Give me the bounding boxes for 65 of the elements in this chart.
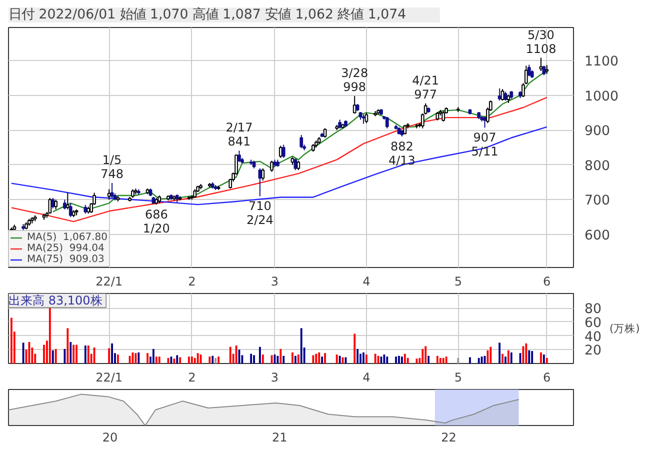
annotation: 882 4/13 xyxy=(388,139,416,168)
annotation: 907 5/11 xyxy=(471,130,498,159)
candlestick xyxy=(403,124,407,135)
y-tick-label: 40 xyxy=(584,330,602,345)
candlestick xyxy=(63,199,66,210)
candlestick xyxy=(527,64,531,77)
x-tick-label: 22/1 xyxy=(96,274,123,288)
candlestick xyxy=(261,168,265,182)
candlestick xyxy=(442,110,446,122)
x-tick-label: 4 xyxy=(362,370,370,384)
x-tick-label: 6 xyxy=(543,370,551,384)
candlestick xyxy=(364,112,368,124)
candlestick xyxy=(110,182,114,198)
annotation: 710 2/24 xyxy=(246,199,274,228)
chart-title: 日付 2022/06/01 始値 1,070 高値 1,087 安値 1,062 終値 1,074 xyxy=(8,6,406,22)
candlestick xyxy=(483,116,486,128)
chart-title: 出来高 83,100株 xyxy=(8,294,102,308)
candlestick xyxy=(278,145,282,158)
candlestick xyxy=(352,96,356,114)
candlestick xyxy=(66,192,70,210)
annotation: 1/5 748 xyxy=(100,152,124,181)
annotation: 2/17 841 xyxy=(226,120,253,149)
y-tick-label: 1000 xyxy=(584,89,618,104)
x-tick-label: 21 xyxy=(272,430,288,444)
candlestick xyxy=(323,128,327,138)
x-tick-label: 4 xyxy=(362,274,370,288)
legend-label: MA(25) 994.04 xyxy=(27,243,104,254)
y-tick-label: 600 xyxy=(584,228,610,244)
x-tick-label: 3 xyxy=(270,274,279,288)
y-axis-title: (万株) xyxy=(609,322,640,335)
x-tick-label: 3 xyxy=(270,370,279,384)
x-tick-label: 5 xyxy=(454,274,462,288)
candlestick xyxy=(296,160,300,171)
y-tick-label: 900 xyxy=(584,124,610,140)
candlestick xyxy=(542,65,546,76)
x-tick-label: 2 xyxy=(188,370,196,384)
y-tick-label: 700 xyxy=(584,194,610,209)
candlestick xyxy=(282,144,286,158)
x-tick-label: 5 xyxy=(454,370,462,384)
y-tick-label: 20 xyxy=(584,344,602,359)
candlestick xyxy=(270,160,274,172)
y-tick-label: 1100 xyxy=(584,54,618,70)
x-tick-label: 22/1 xyxy=(96,370,123,384)
candlestick xyxy=(51,197,55,209)
annotation: 5/30 1108 xyxy=(526,28,556,56)
candlestick xyxy=(48,197,52,214)
x-tick-label: 6 xyxy=(543,274,551,288)
candlestick xyxy=(300,134,304,149)
candlestick xyxy=(500,88,504,102)
candlestick xyxy=(498,88,502,102)
legend-label: MA(75) 909.03 xyxy=(27,254,104,265)
annotation: 4/21 977 xyxy=(412,73,440,102)
y-tick-label: 80 xyxy=(584,302,602,318)
candlestick xyxy=(238,150,241,163)
legend-label: MA(5) 1,067.80 xyxy=(27,232,108,243)
candlestick xyxy=(54,199,58,210)
candlestick xyxy=(385,116,389,129)
y-tick-label: 800 xyxy=(584,158,610,174)
x-tick-label: 20 xyxy=(102,430,118,444)
y-tick-label: 60 xyxy=(584,316,602,331)
candlestick xyxy=(68,202,72,218)
annotation: 3/28 998 xyxy=(341,66,368,94)
x-tick-label: 22 xyxy=(441,430,456,444)
x-tick-label: 2 xyxy=(188,274,196,288)
annotation: 686 1/20 xyxy=(142,208,170,236)
